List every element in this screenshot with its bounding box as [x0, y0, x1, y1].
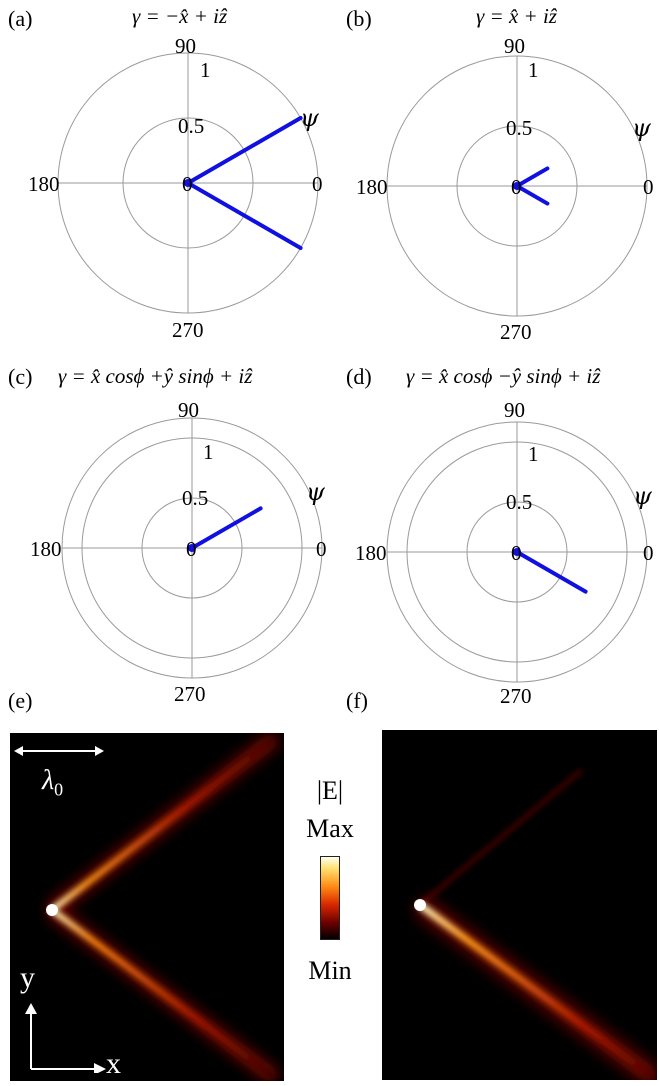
colorbar-max-label: Max — [306, 814, 354, 843]
angle-label-0: 0 — [312, 172, 323, 196]
field-image-e — [46, 731, 280, 1085]
panel-a-equation: γ = −x̂ + iẑ — [132, 4, 228, 28]
center-label: 0 — [186, 537, 197, 561]
panel-b-tag: (b) — [346, 6, 372, 31]
angle-label-0: 0 — [316, 537, 327, 561]
colorbar — [320, 856, 340, 940]
panel-c-tag: (c) — [8, 364, 33, 389]
angle-label-270: 270 — [500, 320, 532, 344]
psi-label: ψ — [306, 478, 325, 506]
psi-label: ψ — [632, 114, 651, 142]
polar-plot-d — [386, 421, 648, 683]
angle-label-90: 90 — [175, 34, 196, 58]
psi-label: ψ — [633, 482, 652, 510]
panel-e-tag: (e) — [8, 688, 33, 713]
center-label: 0 — [182, 172, 193, 196]
polar-lobe-1 — [515, 184, 550, 206]
angle-label-90: 90 — [504, 34, 525, 58]
field-map-f — [382, 730, 659, 1086]
angle-label-180: 180 — [30, 537, 62, 561]
radial-label-0.5: 0.5 — [178, 114, 205, 138]
polar-lobe-1 — [186, 181, 303, 250]
colorbar-min-label: Min — [308, 956, 352, 985]
radial-label-0.5: 0.5 — [182, 486, 209, 510]
angle-label-180: 180 — [28, 172, 60, 196]
polar-origin-point — [188, 544, 196, 552]
angle-label-0: 0 — [643, 175, 654, 199]
center-label: 0 — [511, 175, 522, 199]
angle-label-270: 270 — [172, 318, 204, 342]
x-axis-label: x — [106, 1047, 121, 1080]
field-image-f — [414, 768, 659, 1086]
polar-plot-c — [61, 417, 323, 679]
y-axis-label: y — [20, 961, 35, 994]
panel-d-equation: γ = x̂ cosϕ −ŷ sinϕ + iẑ — [406, 364, 601, 388]
polar-lobe-0 — [515, 550, 588, 594]
radial-label-1: 1 — [200, 58, 211, 82]
angle-label-90: 90 — [178, 398, 199, 422]
center-label: 0 — [511, 541, 522, 565]
polar-plot-a — [57, 52, 319, 314]
angle-label-270: 270 — [174, 682, 206, 706]
scale-bar-label: λ0 — [42, 765, 64, 800]
radial-label-0.5: 0.5 — [506, 490, 533, 514]
panel-c-equation: γ = x̂ cosϕ +ŷ sinϕ + iẑ — [58, 364, 253, 388]
angle-label-180: 180 — [355, 541, 387, 565]
scale-bar-arrow — [14, 746, 104, 756]
panel-a-tag: (a) — [8, 6, 33, 31]
angle-label-180: 180 — [356, 175, 388, 199]
polar-plot-b — [386, 55, 648, 317]
panel-d-tag: (d) — [346, 364, 372, 389]
angle-label-90: 90 — [504, 398, 525, 422]
polar-origin-point — [513, 548, 521, 556]
axes-arrows — [25, 1003, 106, 1073]
field-map-e: λ0 y x — [10, 731, 284, 1085]
panel-b-equation: γ = x̂ + iẑ — [476, 4, 557, 28]
polar-origin-point — [184, 179, 192, 187]
radial-label-1: 1 — [528, 442, 539, 466]
colorbar-title: |E| — [316, 776, 344, 805]
angle-label-270: 270 — [500, 684, 532, 708]
polar-lobe-0 — [186, 116, 303, 185]
polar-lobe-0 — [515, 166, 550, 188]
radial-label-1: 1 — [528, 58, 539, 82]
radial-label-0.5: 0.5 — [506, 116, 533, 140]
angle-label-0: 0 — [643, 541, 654, 565]
radial-label-1: 1 — [203, 440, 214, 464]
panel-f-tag: (f) — [346, 688, 368, 713]
polar-origin-point — [513, 182, 521, 190]
psi-label: ψ — [300, 104, 319, 132]
polar-lobe-0 — [190, 506, 263, 550]
